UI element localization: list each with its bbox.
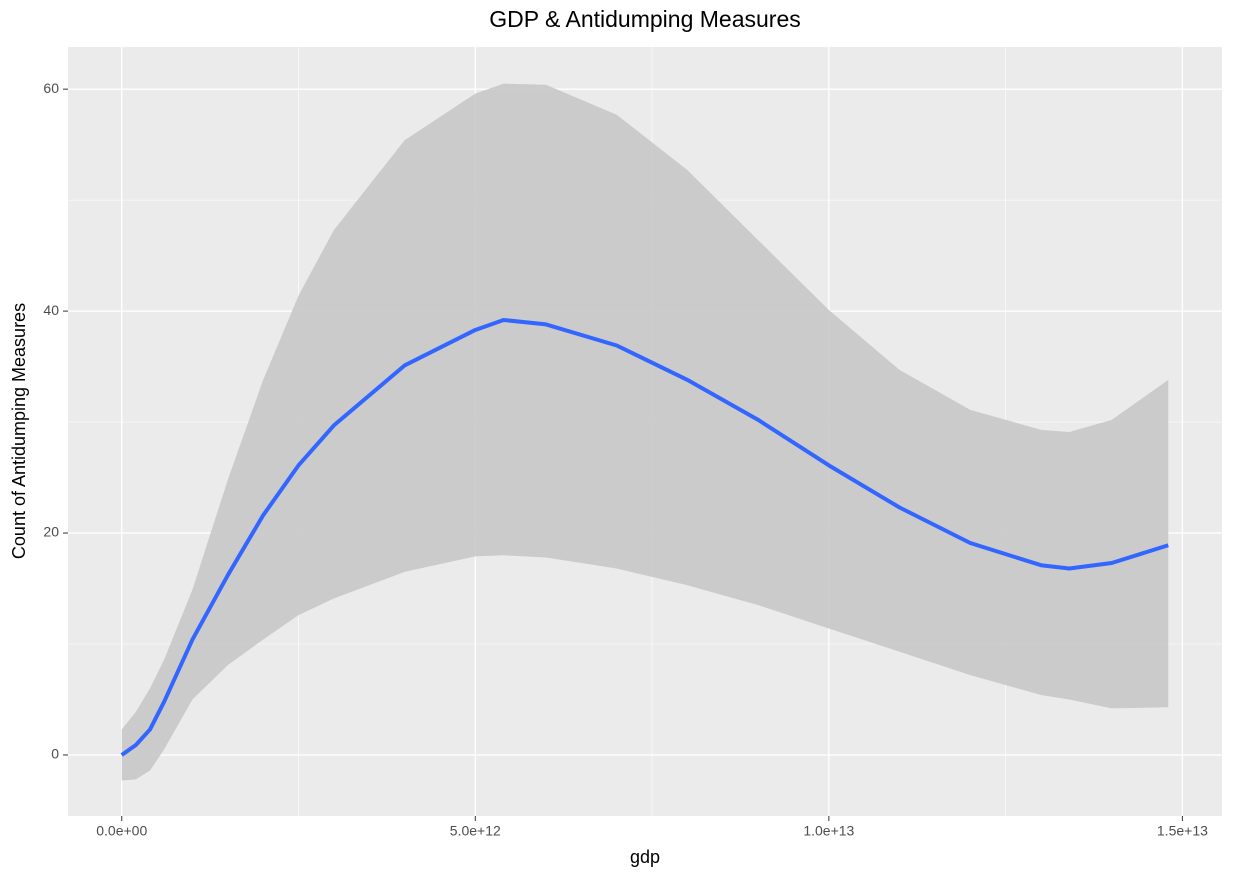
chart-title: GDP & Antidumping Measures — [489, 6, 801, 32]
x-tick-label: 1.5e+13 — [1157, 823, 1208, 839]
x-tick-label: 5.0e+12 — [450, 823, 501, 839]
x-axis-label: gdp — [630, 847, 660, 867]
x-tick-label: 0.0e+00 — [96, 823, 147, 839]
y-tick-label: 20 — [43, 524, 59, 540]
x-tick-label: 1.0e+13 — [803, 823, 854, 839]
y-tick-label: 40 — [43, 302, 59, 318]
confidence-band — [121, 83, 1169, 781]
y-tick-label: 60 — [43, 80, 59, 96]
y-tick-label: 0 — [51, 746, 59, 762]
smooth-line — [120, 317, 1169, 757]
y-axis-label: Count of Antidumping Measures — [9, 303, 29, 559]
